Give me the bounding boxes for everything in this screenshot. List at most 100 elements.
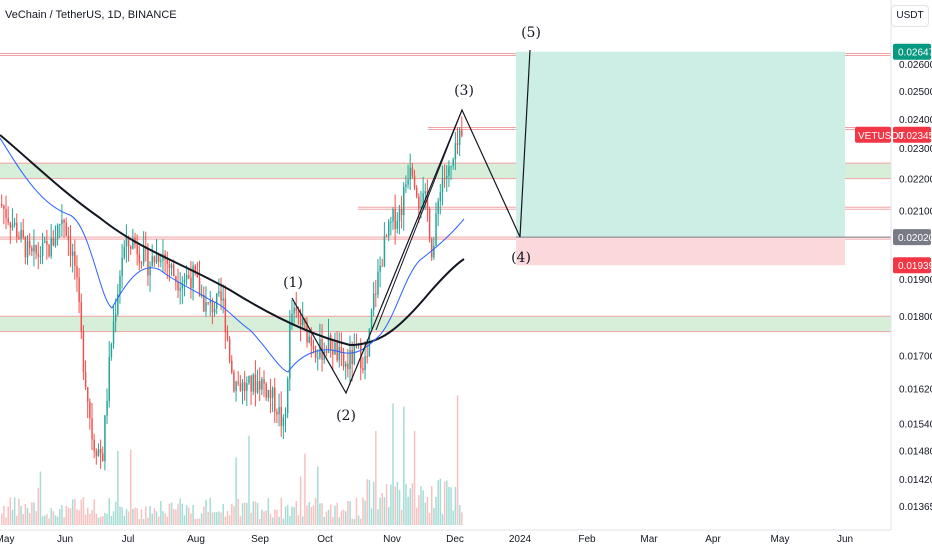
volume-bar [125,509,128,525]
candle-body [89,401,91,419]
currency-unit-label[interactable]: USDT [891,5,929,27]
candle-body [450,165,452,167]
volume-bar [119,506,121,525]
volume-bar [291,506,293,525]
candle-body [426,191,429,209]
candle-body [261,379,263,390]
volume-bar [56,516,59,525]
volume-bar [7,506,9,525]
volume-bars [1,395,463,525]
candle-body [20,229,22,239]
price-tick-label: 0.01900 [899,275,932,286]
time-axis[interactable]: May Jun Jul Aug Sep Oct Nov Dec 2024 Feb Mar Apr May… [0,534,853,545]
candle-body [149,266,151,276]
volume-bar [222,503,224,525]
candle-body [112,321,115,344]
volume-bar [67,507,70,525]
candle-body [102,453,104,462]
volume-bar [216,512,218,525]
candle-body [407,179,409,185]
volume-bar [106,513,108,525]
position-stop-area [516,237,845,266]
candle-body [168,263,171,269]
volume-bar [336,502,338,525]
candle-body [26,240,29,258]
volume-bar [175,509,177,525]
candle-body [306,322,308,343]
volume-bar [52,511,55,525]
candle-body [280,407,282,426]
candle-body [218,291,220,294]
volume-bar [312,505,315,525]
volume-bar [452,510,454,525]
volume-bar [194,518,196,525]
time-tick-label: 2024 [509,534,532,545]
volume-bar [243,502,246,525]
candle-body [379,265,381,272]
candle-body [35,244,37,254]
volume-bar [87,507,89,525]
candle-body [235,381,237,392]
volume-bar [310,507,313,525]
volume-bar [151,513,153,525]
volume-bar [211,512,214,525]
candle-body [375,293,377,295]
volume-bar [114,501,117,525]
volume-bar [323,516,325,525]
candle-body [99,449,102,454]
volume-bar [31,502,33,525]
candle-body [254,374,257,393]
elliott-wave-drawing[interactable]: (1) (2) (3) (4) (5) [283,25,541,424]
volume-bar [190,513,192,525]
volume-bar [375,430,377,525]
candle-body [271,387,274,398]
candle-body [252,374,255,392]
candle-body [196,273,199,278]
candle-body [50,238,52,257]
volume-bar [420,486,422,525]
volume-bar [271,517,274,525]
volume-bar [46,513,48,525]
volume-bar [26,508,29,525]
candle-body [325,351,328,354]
candle-body [114,314,117,322]
volume-bar [360,518,362,525]
volume-bar [431,486,433,525]
volume-bar [415,507,418,525]
candle-body [310,336,313,346]
volume-bar [254,501,257,525]
volume-bar [259,518,261,525]
candle-body [76,265,78,278]
price-axis[interactable]: 0.02600 0.02500 0.02400 0.02300 0.02200 0.021… [899,60,932,513]
candle-body [213,308,216,313]
volume-bar [276,509,278,525]
volume-bar [33,502,35,525]
volume-bar [388,507,390,525]
volume-bar [9,497,12,525]
volume-bar [454,486,457,525]
volume-bar [377,509,379,525]
price-tick-label: 0.01540 [899,419,932,430]
price-tick-label: 0.01620 [899,385,932,396]
price-tag-value: 0.02020 [898,233,932,244]
chart-title: VeChain / TetherUS, 1D, BINANCE [5,9,177,21]
candle-body [170,264,173,269]
volume-bar [413,430,416,525]
candle-body [415,187,418,197]
price-tick-label: 0.02100 [899,207,932,218]
candle-body [39,256,42,258]
volume-bar [334,505,336,525]
volume-bar [177,503,179,525]
price-tick-label: 0.02600 [899,60,932,71]
volume-bar [418,495,420,525]
long-position-tool[interactable] [516,51,891,266]
price-tick-label: 0.02500 [899,87,932,98]
candle-body [390,221,392,223]
candle-body [347,363,349,370]
price-tag-value: 0.02345 [898,131,932,142]
volume-bar [306,505,308,525]
candle-body [200,294,203,297]
candle-body [329,335,332,350]
volume-bar [74,498,76,525]
